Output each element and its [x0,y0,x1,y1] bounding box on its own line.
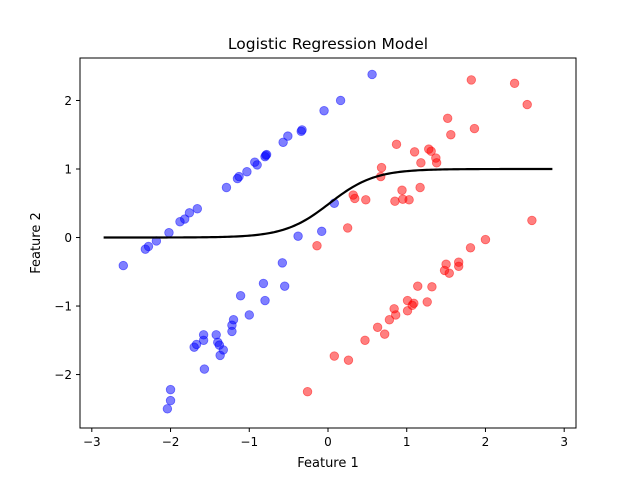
data-point [242,167,252,177]
data-point [427,282,437,292]
data-point [409,147,420,157]
data-point [446,130,456,140]
data-point [384,315,395,325]
data-point [404,195,414,205]
data-point [444,268,454,278]
data-point [227,326,237,337]
data-point [431,158,442,168]
x-tick-label: 3 [560,435,568,449]
data-point [527,215,537,226]
data-point [416,158,426,168]
data-point [252,160,262,170]
data-point [297,125,307,135]
data-point [391,139,402,150]
y-tick-label: 2 [64,94,72,108]
x-tick-label: −2 [162,435,180,449]
x-tick-label: 2 [482,435,490,449]
data-point [317,226,327,237]
data-point [164,228,174,238]
data-point [118,260,129,271]
y-tick-label: 1 [64,163,72,177]
data-point [234,171,244,182]
data-point [469,123,480,134]
data-point [235,291,246,301]
logistic-curve-line [103,167,553,239]
data-point [189,342,199,352]
data-point [343,355,354,365]
data-point [426,146,436,156]
data-point [302,386,313,397]
data-point [379,329,390,339]
data-point [376,162,387,173]
data-point [261,149,272,160]
data-point [278,137,288,147]
x-tick-label: 0 [324,435,332,449]
regression-curve [103,167,553,239]
data-point [260,295,270,306]
x-axis: −3 −2 −1 0 1 2 3 [83,428,568,449]
plot-background [80,58,576,428]
y-axis-label: Feature 2 [29,212,44,274]
y-tick-label: −2 [54,368,72,382]
data-point [509,78,520,89]
data-point [367,69,377,80]
data-point [422,297,432,307]
data-point [391,310,401,320]
data-point [192,204,203,214]
data-point [198,335,209,346]
data-point [342,223,353,233]
data-point [350,193,360,204]
data-point [165,395,176,406]
y-tick-label: −1 [54,300,72,314]
data-point [312,241,322,251]
data-point [453,261,464,272]
data-point [184,208,195,218]
data-point [277,258,288,268]
x-axis-label: Feature 1 [297,456,359,471]
data-point [335,95,346,106]
data-point [211,330,221,340]
data-point [372,322,383,332]
data-point [283,131,293,141]
plot-area [80,58,576,428]
x-tick-label: −1 [240,435,258,449]
data-points [118,69,537,414]
data-point [258,278,269,289]
data-point [390,196,400,206]
data-point [293,231,303,241]
data-point [218,345,228,355]
data-point [361,195,371,205]
x-tick-label: −3 [83,435,101,449]
data-point [442,113,453,124]
data-point [143,241,154,252]
y-axis: −2 −1 0 1 2 [54,94,80,382]
data-point [244,310,254,320]
data-point [165,384,176,395]
x-tick-label: 1 [403,435,411,449]
data-point [221,182,232,193]
data-point [319,106,329,116]
data-point [280,281,290,291]
data-point [180,214,190,224]
data-point [199,364,210,374]
data-point [413,281,423,291]
chart-title: Logistic Regression Model [228,35,428,53]
data-point [329,351,340,361]
data-point [402,306,413,316]
y-tick-label: 0 [64,231,72,245]
data-point [415,182,425,193]
data-point [360,335,370,346]
data-point [162,404,173,414]
data-point [466,75,476,85]
data-point [409,298,419,309]
data-point [397,185,407,195]
data-point [480,234,491,245]
data-point [228,315,239,325]
data-point [522,99,532,110]
data-point [465,243,476,253]
